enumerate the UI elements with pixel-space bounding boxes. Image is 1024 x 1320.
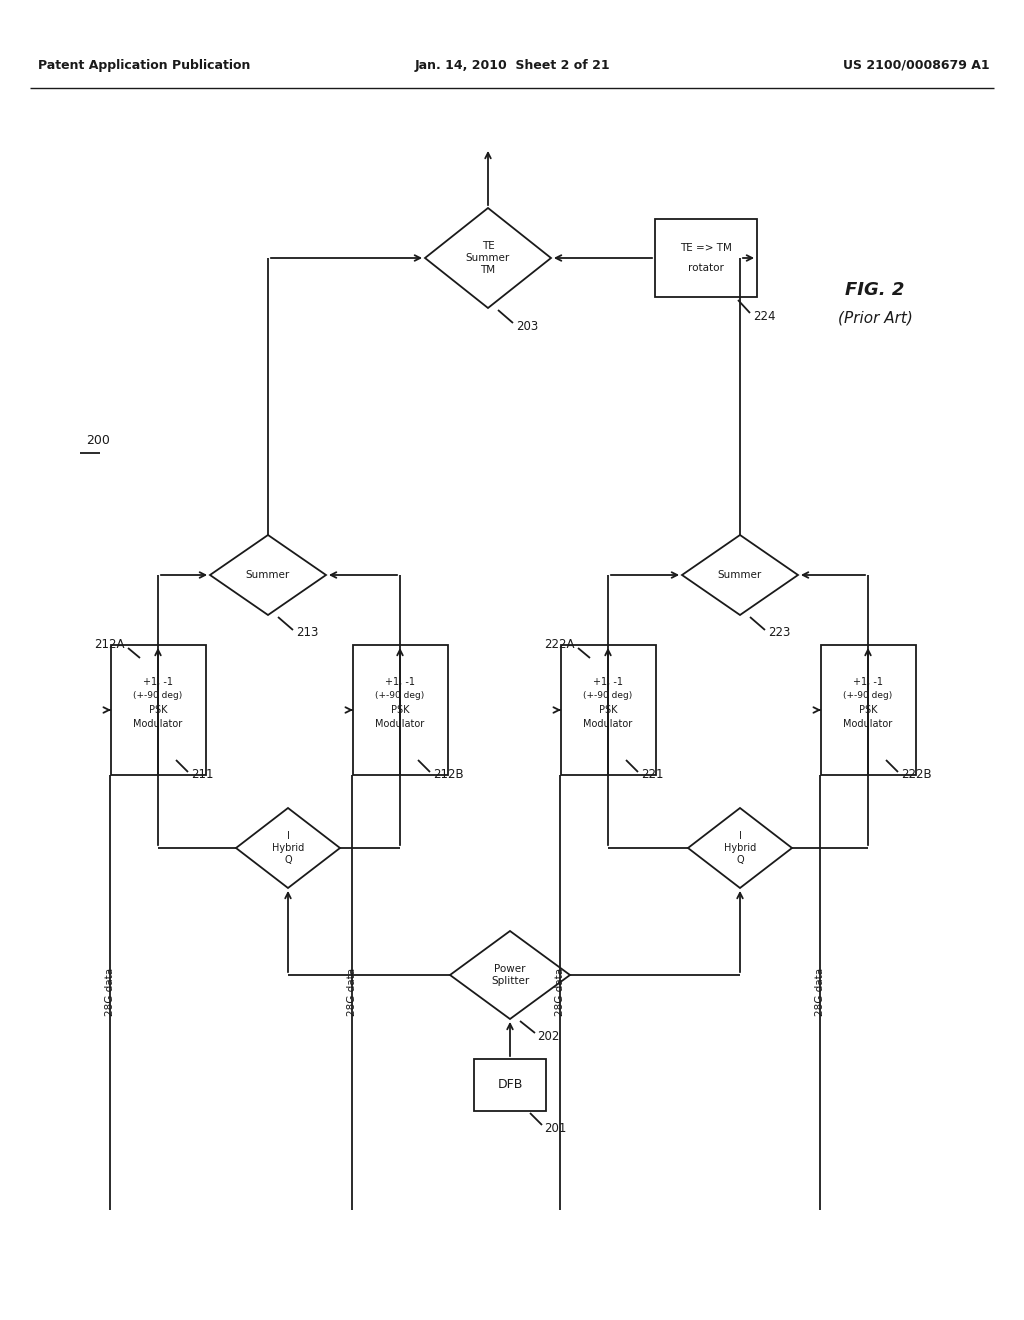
- Bar: [655, 219, 757, 297]
- Bar: [352, 645, 447, 775]
- Bar: [560, 645, 655, 775]
- Text: 28G data: 28G data: [347, 968, 357, 1016]
- Text: TE => TM: TE => TM: [680, 243, 732, 253]
- Text: PSK: PSK: [148, 705, 167, 715]
- Text: PSK: PSK: [599, 705, 617, 715]
- Text: Jan. 14, 2010  Sheet 2 of 21: Jan. 14, 2010 Sheet 2 of 21: [414, 58, 610, 71]
- Text: Modulator: Modulator: [584, 719, 633, 729]
- Text: 222A: 222A: [545, 639, 575, 652]
- Text: Modulator: Modulator: [844, 719, 893, 729]
- Text: 224: 224: [753, 309, 775, 322]
- Text: 28G data: 28G data: [555, 968, 565, 1016]
- Text: 201: 201: [544, 1122, 566, 1134]
- Text: (Prior Art): (Prior Art): [838, 310, 912, 326]
- Text: PSK: PSK: [859, 705, 878, 715]
- Bar: [474, 1059, 546, 1111]
- Text: 202: 202: [537, 1031, 559, 1044]
- Text: (+-90 deg): (+-90 deg): [133, 692, 182, 701]
- Bar: [820, 645, 915, 775]
- Text: PSK: PSK: [391, 705, 410, 715]
- Text: (+-90 deg): (+-90 deg): [844, 692, 893, 701]
- Text: Summer: Summer: [246, 570, 290, 579]
- Text: 212A: 212A: [94, 639, 125, 652]
- Text: FIG. 2: FIG. 2: [846, 281, 904, 300]
- Text: +1, -1: +1, -1: [593, 677, 623, 686]
- Text: 212B: 212B: [433, 768, 464, 781]
- Text: Power
Splitter: Power Splitter: [490, 964, 529, 986]
- Text: +1, -1: +1, -1: [385, 677, 415, 686]
- Bar: [111, 645, 206, 775]
- Text: 213: 213: [296, 627, 318, 639]
- Text: 222B: 222B: [901, 768, 932, 781]
- Text: DFB: DFB: [498, 1078, 522, 1092]
- Text: I
Hybrid
Q: I Hybrid Q: [724, 830, 756, 866]
- Text: 200: 200: [86, 433, 110, 446]
- Text: I
Hybrid
Q: I Hybrid Q: [272, 830, 304, 866]
- Text: Patent Application Publication: Patent Application Publication: [38, 58, 251, 71]
- Text: Modulator: Modulator: [376, 719, 425, 729]
- Text: 211: 211: [191, 768, 213, 781]
- Text: (+-90 deg): (+-90 deg): [584, 692, 633, 701]
- Text: +1, -1: +1, -1: [853, 677, 883, 686]
- Text: 203: 203: [516, 319, 539, 333]
- Text: rotator: rotator: [688, 263, 724, 273]
- Text: TE
Summer
TM: TE Summer TM: [466, 240, 510, 276]
- Text: 28G data: 28G data: [105, 968, 115, 1016]
- Text: 221: 221: [641, 768, 664, 781]
- Text: 223: 223: [768, 627, 791, 639]
- Text: Modulator: Modulator: [133, 719, 182, 729]
- Text: Summer: Summer: [718, 570, 762, 579]
- Text: +1, -1: +1, -1: [143, 677, 173, 686]
- Text: US 2100/0008679 A1: US 2100/0008679 A1: [844, 58, 990, 71]
- Text: (+-90 deg): (+-90 deg): [376, 692, 425, 701]
- Text: 28G data: 28G data: [815, 968, 825, 1016]
